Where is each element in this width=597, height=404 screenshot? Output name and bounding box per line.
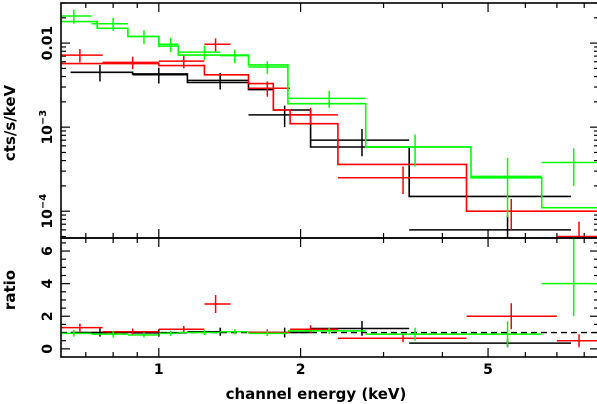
- spectrum-data: [61, 9, 597, 238]
- ratio-y-tick-label: 0: [40, 344, 56, 354]
- x-tick-label: 2: [296, 362, 306, 378]
- spectrum-y-axis-label: cts/s/keV: [1, 84, 19, 161]
- ratio-y-tick-label: 2: [40, 311, 56, 321]
- ratio-y-axis-label: ratio: [1, 270, 19, 310]
- ratio-panel: 1 2 5 0 2 4 6: [40, 237, 597, 378]
- spectrum-y-tick-label: 0.01: [40, 26, 56, 61]
- spectrum-frame: [60, 2, 597, 239]
- ratio-y-tick-label: 6: [40, 246, 56, 256]
- spectrum-y-tick-label: 10−3: [38, 110, 56, 145]
- ratio-y-tick-label: 4: [40, 279, 56, 289]
- spectrum-model-line: [61, 62, 597, 212]
- spectrum-model-line: [61, 20, 597, 209]
- x-tick-label: 5: [483, 362, 493, 378]
- spectrum-y-tick-label: 10−4: [38, 194, 56, 229]
- ratio-data: [61, 238, 597, 348]
- x-tick-label: 1: [154, 362, 164, 378]
- x-axis-label: channel energy (keV): [226, 385, 407, 403]
- ratio-frame: [60, 237, 597, 358]
- spectrum-panel: 0.01 10−3 10−4: [38, 2, 597, 239]
